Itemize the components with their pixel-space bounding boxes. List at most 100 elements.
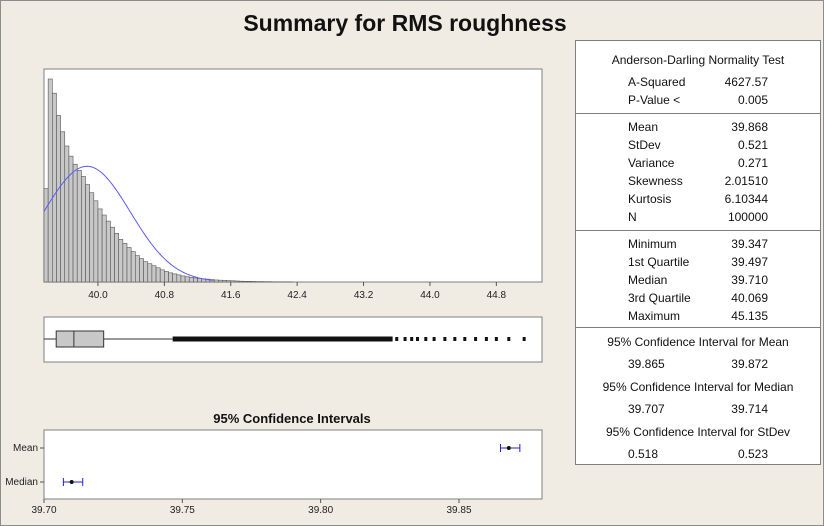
histogram-bar: [168, 272, 173, 283]
histogram-bar: [247, 281, 252, 283]
moments-section: Mean 39.868 StDev 0.521 Variance 0.271 Skew…: [576, 114, 820, 231]
outlier-point: [416, 337, 419, 341]
ci-low-value: 39.865: [628, 357, 665, 371]
histogram-tick-label: 42.4: [287, 290, 307, 301]
n-row: N 100000: [576, 208, 820, 226]
ci-category-label: Mean: [13, 443, 38, 454]
ci-stdev-header: 95% Confidence Interval for StDev: [605, 425, 791, 439]
ci-category-label: Median: [5, 477, 38, 488]
stat-label: A-Squared: [628, 75, 686, 89]
histogram-bar: [222, 280, 227, 283]
stat-label: N: [628, 210, 637, 224]
histogram-bar: [97, 208, 103, 283]
outlier-point: [463, 337, 467, 341]
ci-x-tick-label: 39.85: [446, 505, 471, 516]
ci-high-value: 39.714: [731, 402, 768, 416]
histogram-bar: [114, 232, 120, 283]
stat-label: Variance: [628, 156, 675, 170]
histogram-bar: [81, 176, 86, 283]
outlier-point: [494, 337, 498, 341]
histogram-bar: [172, 273, 178, 283]
ci-mean-header: 95% Confidence Interval for Mean: [607, 335, 789, 349]
outlier-point: [395, 337, 399, 341]
ci-plot: Mean Median 39.70 39.75 39.80 39.85: [5, 443, 521, 516]
stat-value: 0.521: [737, 138, 768, 152]
histogram-bar: [180, 275, 186, 283]
histogram-bar: [51, 92, 57, 283]
histogram-bar: [130, 251, 136, 283]
histogram-bar: [238, 280, 244, 283]
ci-point-estimate: [69, 480, 74, 484]
histogram-tick-label: 40.0: [88, 290, 108, 301]
stat-label: Maximum: [628, 309, 681, 323]
histogram-bar: [147, 263, 153, 283]
histogram-bar: [251, 281, 256, 283]
outlier-point: [410, 337, 414, 341]
histogram-bars: [43, 78, 294, 283]
stat-value: 0.005: [737, 93, 768, 107]
histogram-bar: [193, 277, 198, 283]
histogram-x-axis: 40.0 40.8 41.6 42.4 43.2 44.0 44.8: [88, 282, 507, 301]
histogram-bar: [143, 261, 149, 283]
histogram-bar: [76, 170, 82, 283]
histogram-bar: [135, 255, 140, 283]
histogram-bar: [176, 274, 182, 283]
median-row: Median 39.710: [576, 271, 820, 289]
histogram-bar: [159, 269, 165, 283]
ci-low-value: 39.707: [628, 402, 665, 416]
stdev-row: StDev 0.521: [576, 136, 820, 154]
histogram-bar: [213, 279, 219, 283]
histogram-bar: [105, 220, 111, 283]
stat-value: 39.868: [731, 120, 768, 134]
mean-row: Mean 39.868: [576, 118, 820, 136]
histogram-bar: [226, 280, 232, 283]
a-squared-row: A-Squared 4627.57: [576, 73, 820, 91]
histogram-bar: [234, 280, 240, 283]
histogram-bar: [218, 279, 223, 283]
histogram-bar: [188, 277, 194, 283]
histogram-bar: [151, 265, 157, 283]
histogram-bar: [47, 78, 53, 283]
box: [55, 330, 105, 348]
histogram-bar: [89, 192, 95, 283]
skewness-row: Skewness 2.01510: [576, 172, 820, 190]
outlier-point: [484, 337, 488, 341]
stat-value: 45.135: [731, 309, 768, 323]
histogram-tick-label: 43.2: [354, 290, 374, 301]
ci-high-value: 0.523: [737, 447, 768, 461]
outlier-point: [403, 337, 407, 341]
histogram-bar: [72, 163, 78, 283]
quantiles-section: Minimum 39.347 1st Quartile 39.497 Median 3…: [576, 231, 820, 328]
variance-row: Variance 0.271: [576, 154, 820, 172]
histogram-bar: [122, 243, 128, 283]
histogram-bar: [139, 258, 144, 283]
stat-value: 0.271: [737, 156, 768, 170]
maximum-row: Maximum 45.135: [576, 307, 820, 325]
normal-fit-curve: [43, 165, 214, 281]
outlier-point: [424, 337, 428, 341]
ci-x-tick-label: 39.70: [31, 505, 56, 516]
outlier-point: [507, 337, 511, 341]
ci-median-row: 39.707 39.714: [576, 400, 820, 418]
histogram-bar: [56, 115, 61, 283]
outlier-point: [432, 337, 436, 341]
histogram-bar: [242, 280, 248, 283]
histogram-bar: [184, 276, 190, 283]
stat-label: 1st Quartile: [628, 255, 690, 269]
outlier-point: [522, 337, 526, 341]
minimum-row: Minimum 39.347: [576, 235, 820, 253]
confidence-intervals-section: 95% Confidence Interval for Mean 39.865 …: [576, 328, 820, 464]
histogram-tick-label: 44.0: [420, 290, 440, 301]
stat-label: Minimum: [628, 237, 677, 251]
stat-label: 3rd Quartile: [628, 291, 691, 305]
stat-value: 2.01510: [724, 174, 768, 188]
stat-value: 39.497: [731, 255, 768, 269]
kurtosis-row: Kurtosis 6.10344: [576, 190, 820, 208]
histogram-bar: [230, 280, 236, 283]
stat-value: 39.347: [731, 237, 768, 251]
histogram-tick-label: 44.8: [487, 290, 507, 301]
third-quartile-row: 3rd Quartile 40.069: [576, 289, 820, 307]
ci-mean-row: 39.865 39.872: [576, 355, 820, 373]
ci-stdev-row: 0.518 0.523: [576, 445, 820, 463]
